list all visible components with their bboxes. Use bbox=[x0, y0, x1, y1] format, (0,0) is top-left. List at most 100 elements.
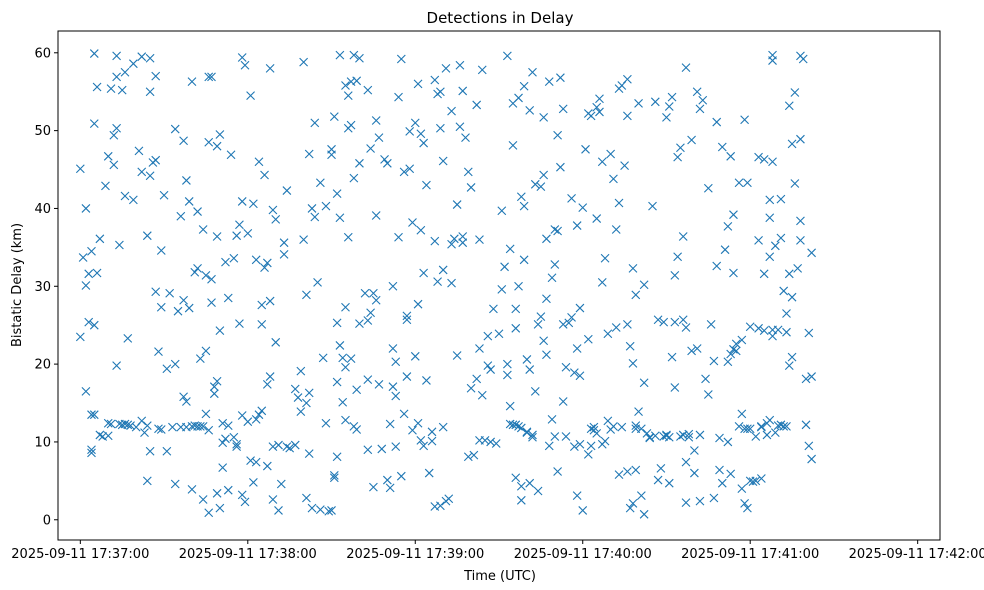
data-point-marker bbox=[304, 388, 314, 398]
data-point-marker bbox=[592, 214, 602, 223]
data-point-marker bbox=[103, 418, 113, 428]
data-point-marker bbox=[405, 127, 415, 136]
data-point-marker bbox=[673, 152, 683, 162]
data-point-marker bbox=[455, 122, 465, 132]
data-point-marker bbox=[201, 409, 211, 419]
data-point-marker bbox=[137, 416, 147, 426]
data-point-marker bbox=[265, 296, 275, 306]
data-point-marker bbox=[497, 206, 507, 216]
data-point-marker bbox=[422, 376, 431, 385]
data-point-marker bbox=[355, 158, 364, 168]
data-point-marker bbox=[648, 201, 657, 211]
data-point-marker bbox=[218, 418, 228, 428]
data-point-marker bbox=[575, 371, 585, 381]
data-point-marker bbox=[449, 234, 459, 244]
data-point-marker bbox=[519, 255, 529, 265]
data-point-marker bbox=[670, 317, 680, 327]
x-axis-label: Time (UTC) bbox=[463, 569, 536, 584]
data-point-marker bbox=[254, 410, 264, 420]
data-point-marker bbox=[408, 425, 417, 435]
data-point-marker bbox=[204, 425, 214, 435]
data-point-marker bbox=[363, 445, 373, 455]
data-point-marker bbox=[168, 422, 177, 432]
data-point-marker bbox=[673, 252, 683, 262]
data-point-marker bbox=[123, 420, 133, 430]
data-point-marker bbox=[391, 391, 401, 401]
data-point-marker bbox=[578, 506, 588, 515]
data-point-marker bbox=[335, 50, 345, 60]
data-point-marker bbox=[212, 141, 222, 151]
data-point-marker bbox=[779, 286, 789, 296]
data-point-marker bbox=[120, 419, 130, 429]
data-point-marker bbox=[145, 446, 155, 456]
data-point-marker bbox=[715, 465, 724, 475]
data-point-marker bbox=[514, 421, 523, 431]
data-point-marker bbox=[650, 431, 660, 441]
data-point-marker bbox=[525, 105, 535, 115]
data-point-marker bbox=[341, 415, 350, 425]
data-point-marker bbox=[207, 298, 216, 308]
data-point-marker bbox=[302, 290, 311, 300]
data-point-marker bbox=[731, 339, 741, 349]
data-point-marker bbox=[282, 186, 292, 195]
data-point-marker bbox=[209, 382, 219, 392]
data-point-marker bbox=[586, 424, 596, 434]
data-point-marker bbox=[737, 484, 747, 494]
data-point-marker bbox=[391, 442, 401, 451]
data-point-marker bbox=[207, 274, 216, 284]
data-point-marker bbox=[363, 85, 373, 95]
chart-title: Detections in Delay bbox=[427, 9, 574, 27]
data-point-marker bbox=[701, 374, 710, 384]
data-point-marker bbox=[558, 320, 568, 329]
data-point-marker bbox=[427, 427, 437, 437]
data-point-marker bbox=[558, 397, 568, 406]
data-point-marker bbox=[533, 320, 543, 329]
data-point-marker bbox=[151, 155, 161, 165]
data-point-marker bbox=[304, 149, 314, 159]
data-point-marker bbox=[257, 406, 267, 416]
x-tick-label: 2025-09-11 17:40:00 bbox=[514, 547, 652, 562]
data-point-marker bbox=[634, 407, 643, 416]
data-point-marker bbox=[452, 351, 462, 360]
data-point-marker bbox=[134, 146, 144, 156]
data-point-marker bbox=[447, 278, 456, 288]
data-point-marker bbox=[734, 178, 744, 188]
data-point-marker bbox=[380, 155, 389, 164]
data-point-marker bbox=[745, 322, 755, 332]
data-point-marker bbox=[140, 428, 149, 437]
data-point-marker bbox=[204, 137, 214, 147]
data-point-marker bbox=[620, 161, 629, 171]
data-point-marker bbox=[223, 293, 233, 303]
data-point-marker bbox=[662, 113, 671, 122]
data-point-marker bbox=[341, 302, 350, 312]
data-point-marker bbox=[402, 315, 412, 325]
data-point-marker bbox=[712, 117, 722, 127]
data-point-marker bbox=[290, 384, 300, 394]
data-point-marker bbox=[366, 144, 375, 153]
data-point-marker bbox=[595, 107, 604, 117]
data-point-marker bbox=[101, 181, 110, 191]
data-point-marker bbox=[500, 262, 509, 272]
data-point-marker bbox=[583, 334, 593, 344]
data-point-marker bbox=[463, 167, 473, 177]
data-point-marker bbox=[759, 269, 769, 279]
data-point-marker bbox=[268, 205, 278, 215]
data-point-marker bbox=[285, 443, 295, 453]
data-point-marker bbox=[472, 100, 482, 110]
data-point-marker bbox=[221, 257, 230, 267]
data-point-marker bbox=[371, 211, 381, 220]
data-point-marker bbox=[293, 393, 303, 402]
data-point-marker bbox=[447, 239, 456, 249]
data-point-marker bbox=[793, 263, 803, 273]
data-point-marker bbox=[416, 225, 426, 235]
data-point-marker bbox=[556, 73, 565, 83]
data-point-marker bbox=[575, 303, 585, 313]
data-point-marker bbox=[497, 285, 507, 294]
data-point-marker bbox=[332, 452, 342, 462]
data-point-marker bbox=[218, 463, 228, 473]
data-point-marker bbox=[726, 469, 736, 479]
data-point-marker bbox=[466, 183, 476, 192]
data-point-marker bbox=[623, 111, 632, 121]
data-point-marker bbox=[798, 54, 808, 64]
data-point-marker bbox=[282, 442, 292, 451]
